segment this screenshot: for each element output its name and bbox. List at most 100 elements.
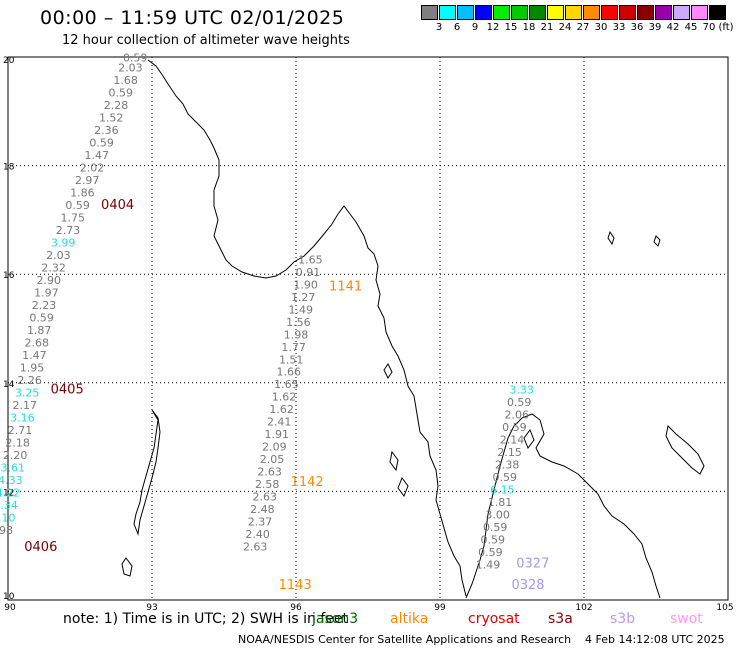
wave-height-value: 2.48 [250, 503, 275, 516]
longitude-labels: 90 93 96 99 102 105 [4, 603, 733, 613]
scale-swatch [493, 5, 510, 20]
wave-height-value: 1.98 [0, 524, 13, 537]
scale-label: 70 [702, 22, 716, 33]
track-1141: 1.650.911.901.271.491.561.981.771.511.66… [274, 253, 362, 391]
lon-label: 93 [146, 603, 157, 613]
wave-height-value: 1.47 [85, 149, 110, 162]
latitude-labels: 20 18 16 14 12 10 [3, 56, 15, 602]
scale-swatch [709, 5, 726, 20]
coastline-island-east [665, 424, 705, 475]
wave-height-value: 1.51 [279, 353, 304, 366]
wave-height-value: 2.38 [495, 459, 520, 472]
coastline-andaman-north [133, 409, 161, 536]
coastline-island-ne-2 [653, 235, 661, 247]
wave-height-value: 0.59 [65, 199, 90, 212]
scale-label: 42 [666, 22, 680, 33]
scale-label: 6 [453, 22, 461, 33]
map-title: 00:00 – 11:59 UTC 02/01/2025 [40, 7, 345, 29]
altimeter-tracks: 0.592.031.680.592.281.522.360.591.472.02… [0, 51, 549, 593]
lon-label: 96 [290, 603, 302, 613]
scale-swatch [475, 5, 492, 20]
scale-swatch [547, 5, 564, 20]
lon-label: 99 [434, 603, 446, 613]
scale-swatch [619, 5, 636, 20]
lat-label: 10 [3, 592, 15, 602]
wave-height-value: 2.68 [25, 336, 50, 349]
map-frame [7, 56, 729, 601]
wave-height-value: 1.66 [277, 366, 302, 379]
coastline-myanmar-west [147, 59, 467, 597]
coastline-island-ne-1 [607, 230, 615, 246]
wave-height-value: 2.58 [255, 478, 280, 491]
credit-line: NOAA/NESDIS Center for Satellite Applica… [238, 633, 572, 646]
satellite-altika: altika [390, 611, 429, 627]
scale-label: 39 [648, 22, 662, 33]
scale-swatch [583, 5, 600, 20]
wave-height-value: 2.09 [262, 441, 287, 454]
track-label: 0328 [511, 578, 544, 593]
wave-height-value: 1.56 [286, 316, 311, 329]
track-0328: 0.591.49 0328 [476, 546, 545, 593]
wave-height-value: 3.00 [485, 509, 510, 522]
wave-height-value: 0.59 [483, 521, 508, 534]
wave-height-value: 2.37 [248, 516, 273, 529]
wave-height-value: 2.20 [3, 449, 28, 462]
wave-height-value: 2.32 [41, 261, 66, 274]
wave-height-value: 1.27 [291, 291, 316, 304]
wave-height-value: 1.65 [274, 378, 299, 391]
wave-height-value: 1.62 [272, 391, 297, 404]
wave-height-value: 1.52 [99, 112, 124, 125]
lon-label: 90 [4, 603, 16, 613]
generated-timestamp: 4 Feb 14:12:08 UTC 2025 [585, 633, 725, 646]
wave-height-value: 0.59 [89, 137, 114, 150]
wave-height-value: 4.34 [0, 499, 18, 512]
coastline-gulf-islands [523, 428, 535, 450]
satellite-cryosat: cryosat [468, 611, 520, 627]
wave-height-value: 1.81 [488, 496, 513, 509]
track-1142: 1.621.622.411.912.092.052.632.58 1142 [255, 391, 324, 491]
track-0405: 1.972.230.591.872.681.471.952.263.252.17… [1, 286, 84, 474]
wave-height-value: 0.59 [123, 51, 148, 64]
scale-label: 12 [486, 22, 500, 33]
scale-label: 21 [540, 22, 554, 33]
wave-height-value: 2.73 [56, 224, 81, 237]
scale-swatch [439, 5, 456, 20]
wave-height-value: 1.49 [476, 559, 501, 572]
wave-height-value: 2.63 [257, 466, 282, 479]
scale-swatch [637, 5, 654, 20]
wave-height-value: 2.03 [118, 62, 143, 75]
scale-label: 15 [504, 22, 518, 33]
wave-height-value: 2.90 [37, 274, 62, 287]
track-label: 0405 [51, 383, 84, 398]
wave-height-value: 2.06 [505, 409, 530, 422]
wave-height-value: 0.59 [478, 546, 503, 559]
scale-label: 27 [576, 22, 590, 33]
wave-height-value: 1.68 [113, 74, 138, 87]
scale-swatch [655, 5, 672, 20]
wave-height-value: 1.47 [22, 349, 47, 362]
wave-height-value: 4.22 [0, 486, 20, 499]
scale-label: 24 [558, 22, 572, 33]
coastline-andaman-south [121, 557, 133, 577]
wave-height-value: 3.61 [1, 461, 26, 474]
lat-label: 20 [3, 56, 15, 66]
wave-height-value: 2.71 [8, 424, 33, 437]
lat-label: 16 [3, 271, 15, 281]
track-label: 1141 [329, 279, 362, 294]
wave-height-value: 6.15 [490, 484, 515, 497]
wave-height-value: 2.97 [75, 174, 100, 187]
track-0327: 3.330.592.060.592.142.152.380.596.151.81… [481, 384, 550, 572]
wave-height-value: 2.18 [5, 436, 30, 449]
track-label: 1143 [279, 578, 312, 593]
track-0404: 0.592.031.680.592.281.522.360.591.472.02… [37, 51, 148, 287]
wave-height-value: 1.87 [27, 324, 52, 337]
coastline-thailand-east [465, 413, 661, 599]
track-label: 0327 [516, 556, 549, 571]
wave-height-value: 2.05 [260, 453, 285, 466]
wave-height-value: 1.77 [281, 341, 306, 354]
wave-height-value: 1.86 [70, 187, 95, 200]
scale-label: 36 [630, 22, 644, 33]
scale-swatch [421, 5, 438, 20]
satellite-s3a: s3a [548, 611, 573, 627]
